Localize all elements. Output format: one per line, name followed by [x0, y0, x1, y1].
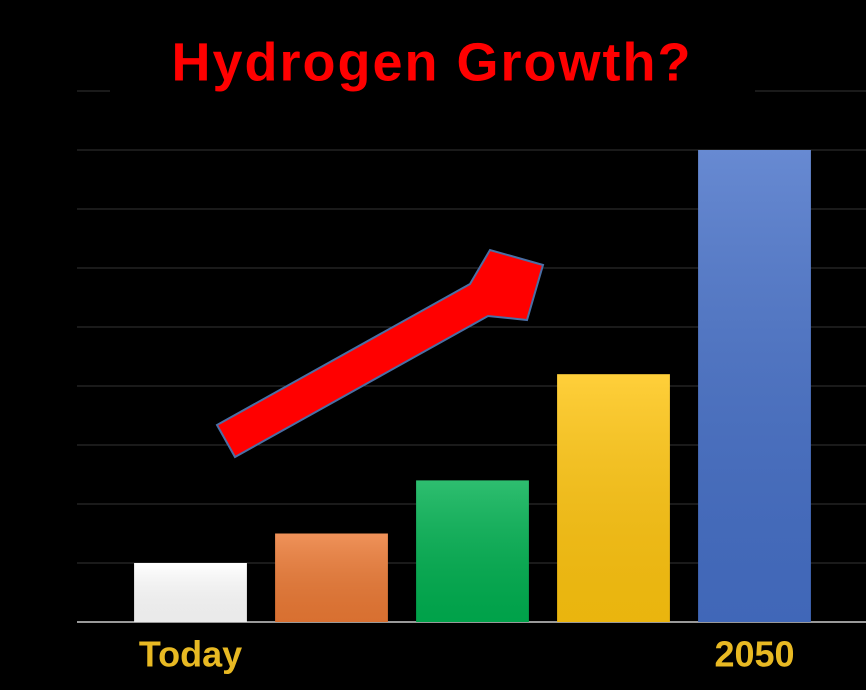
bar-shading — [557, 374, 670, 622]
title-background — [110, 30, 755, 100]
x-tick-label: Today — [139, 634, 242, 675]
bar-shading — [698, 150, 811, 622]
chart-title: Hydrogen Growth? — [172, 32, 693, 92]
x-tick-label: 2050 — [714, 634, 794, 675]
growth-arrow — [215, 248, 545, 459]
bar-shading — [134, 563, 247, 622]
bar-shading — [275, 533, 388, 622]
bar-shading — [416, 480, 529, 622]
